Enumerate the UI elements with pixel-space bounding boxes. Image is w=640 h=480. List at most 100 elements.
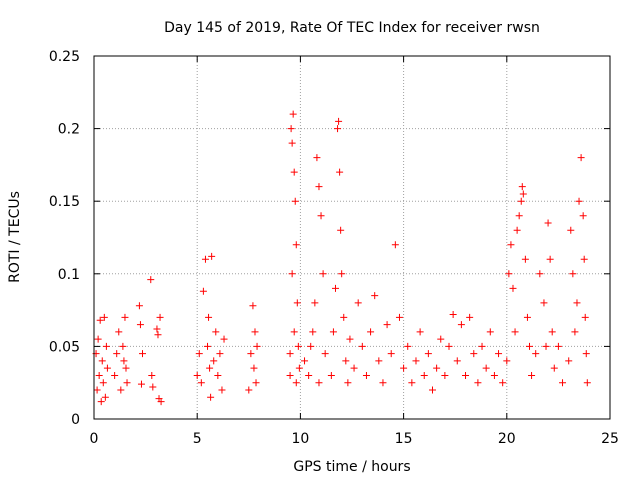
data-point bbox=[93, 386, 101, 394]
data-point bbox=[311, 299, 319, 307]
data-point bbox=[383, 321, 391, 329]
data-point bbox=[309, 328, 317, 336]
data-point bbox=[293, 299, 301, 307]
data-point bbox=[319, 270, 327, 278]
data-point bbox=[122, 364, 130, 372]
data-point bbox=[206, 364, 214, 372]
data-point bbox=[499, 379, 507, 387]
data-point bbox=[137, 380, 145, 388]
data-point bbox=[253, 342, 261, 350]
data-point bbox=[336, 168, 344, 176]
data-point bbox=[367, 328, 375, 336]
data-point bbox=[313, 154, 321, 162]
data-point bbox=[195, 350, 203, 358]
data-point bbox=[335, 117, 343, 125]
grid-lines bbox=[94, 56, 610, 419]
data-point bbox=[135, 302, 143, 310]
data-point bbox=[139, 350, 147, 358]
data-point bbox=[337, 226, 345, 234]
data-point bbox=[511, 328, 519, 336]
data-point bbox=[387, 350, 395, 358]
data-point bbox=[583, 379, 591, 387]
x-tick-label: 20 bbox=[498, 431, 516, 447]
data-point bbox=[307, 342, 315, 350]
y-tick-label: 0.1 bbox=[58, 267, 80, 283]
data-point bbox=[495, 350, 503, 358]
data-point bbox=[507, 241, 515, 249]
data-point bbox=[400, 364, 408, 372]
data-point bbox=[197, 379, 205, 387]
data-point bbox=[212, 328, 220, 336]
data-point bbox=[565, 357, 573, 365]
data-point bbox=[362, 371, 370, 379]
data-point bbox=[97, 398, 105, 406]
data-point bbox=[121, 313, 129, 321]
data-point bbox=[503, 357, 511, 365]
data-point bbox=[515, 212, 523, 220]
data-point bbox=[147, 276, 155, 284]
data-point bbox=[470, 350, 478, 358]
data-point bbox=[220, 335, 228, 343]
data-point bbox=[286, 371, 294, 379]
data-point bbox=[250, 364, 258, 372]
data-point bbox=[482, 364, 490, 372]
data-point bbox=[102, 342, 110, 350]
data-point bbox=[519, 190, 527, 198]
data-point bbox=[486, 328, 494, 336]
data-point bbox=[288, 139, 296, 147]
y-axis-label: ROTI / TECUs bbox=[7, 191, 23, 283]
data-point bbox=[526, 342, 534, 350]
axis-ticks bbox=[93, 55, 611, 420]
data-point bbox=[379, 379, 387, 387]
data-point bbox=[550, 364, 558, 372]
data-point bbox=[580, 255, 588, 263]
data-point bbox=[156, 313, 164, 321]
data-point bbox=[101, 393, 109, 401]
y-tick-label: 0 bbox=[71, 412, 80, 428]
data-point bbox=[573, 299, 581, 307]
data-point bbox=[457, 321, 465, 329]
x-tick-label: 15 bbox=[395, 431, 413, 447]
data-point bbox=[416, 328, 424, 336]
data-point bbox=[301, 357, 309, 365]
data-point bbox=[216, 350, 224, 358]
data-point bbox=[505, 270, 513, 278]
data-point bbox=[115, 328, 123, 336]
data-point bbox=[536, 270, 544, 278]
data-point bbox=[331, 284, 339, 292]
data-point bbox=[290, 168, 298, 176]
y-tick-label: 0.05 bbox=[49, 339, 80, 355]
data-point bbox=[569, 270, 577, 278]
data-point bbox=[523, 313, 531, 321]
data-point bbox=[412, 357, 420, 365]
x-tick-label: 10 bbox=[291, 431, 309, 447]
data-point bbox=[579, 212, 587, 220]
tick-labels: 0 5 10 15 20 25 0 0.05 0.1 0.15 0.2 0.25 bbox=[49, 49, 619, 447]
data-point bbox=[288, 270, 296, 278]
data-point bbox=[453, 357, 461, 365]
data-point bbox=[338, 270, 346, 278]
data-point bbox=[289, 110, 297, 118]
data-point bbox=[245, 386, 253, 394]
data-point bbox=[346, 335, 354, 343]
data-point bbox=[294, 342, 302, 350]
data-point bbox=[449, 310, 457, 318]
data-points bbox=[92, 110, 591, 406]
data-point bbox=[154, 331, 162, 339]
data-point bbox=[210, 357, 218, 365]
data-point bbox=[286, 350, 294, 358]
y-tick-label: 0.2 bbox=[58, 122, 80, 138]
data-point bbox=[571, 328, 579, 336]
data-point bbox=[120, 357, 128, 365]
data-point bbox=[193, 371, 201, 379]
data-point bbox=[327, 371, 335, 379]
data-point bbox=[433, 364, 441, 372]
data-point bbox=[252, 379, 260, 387]
y-tick-label: 0.25 bbox=[49, 49, 80, 65]
data-point bbox=[371, 292, 379, 300]
data-point bbox=[344, 379, 352, 387]
data-point bbox=[375, 357, 383, 365]
data-point bbox=[153, 325, 161, 333]
data-point bbox=[490, 371, 498, 379]
data-point bbox=[103, 364, 111, 372]
